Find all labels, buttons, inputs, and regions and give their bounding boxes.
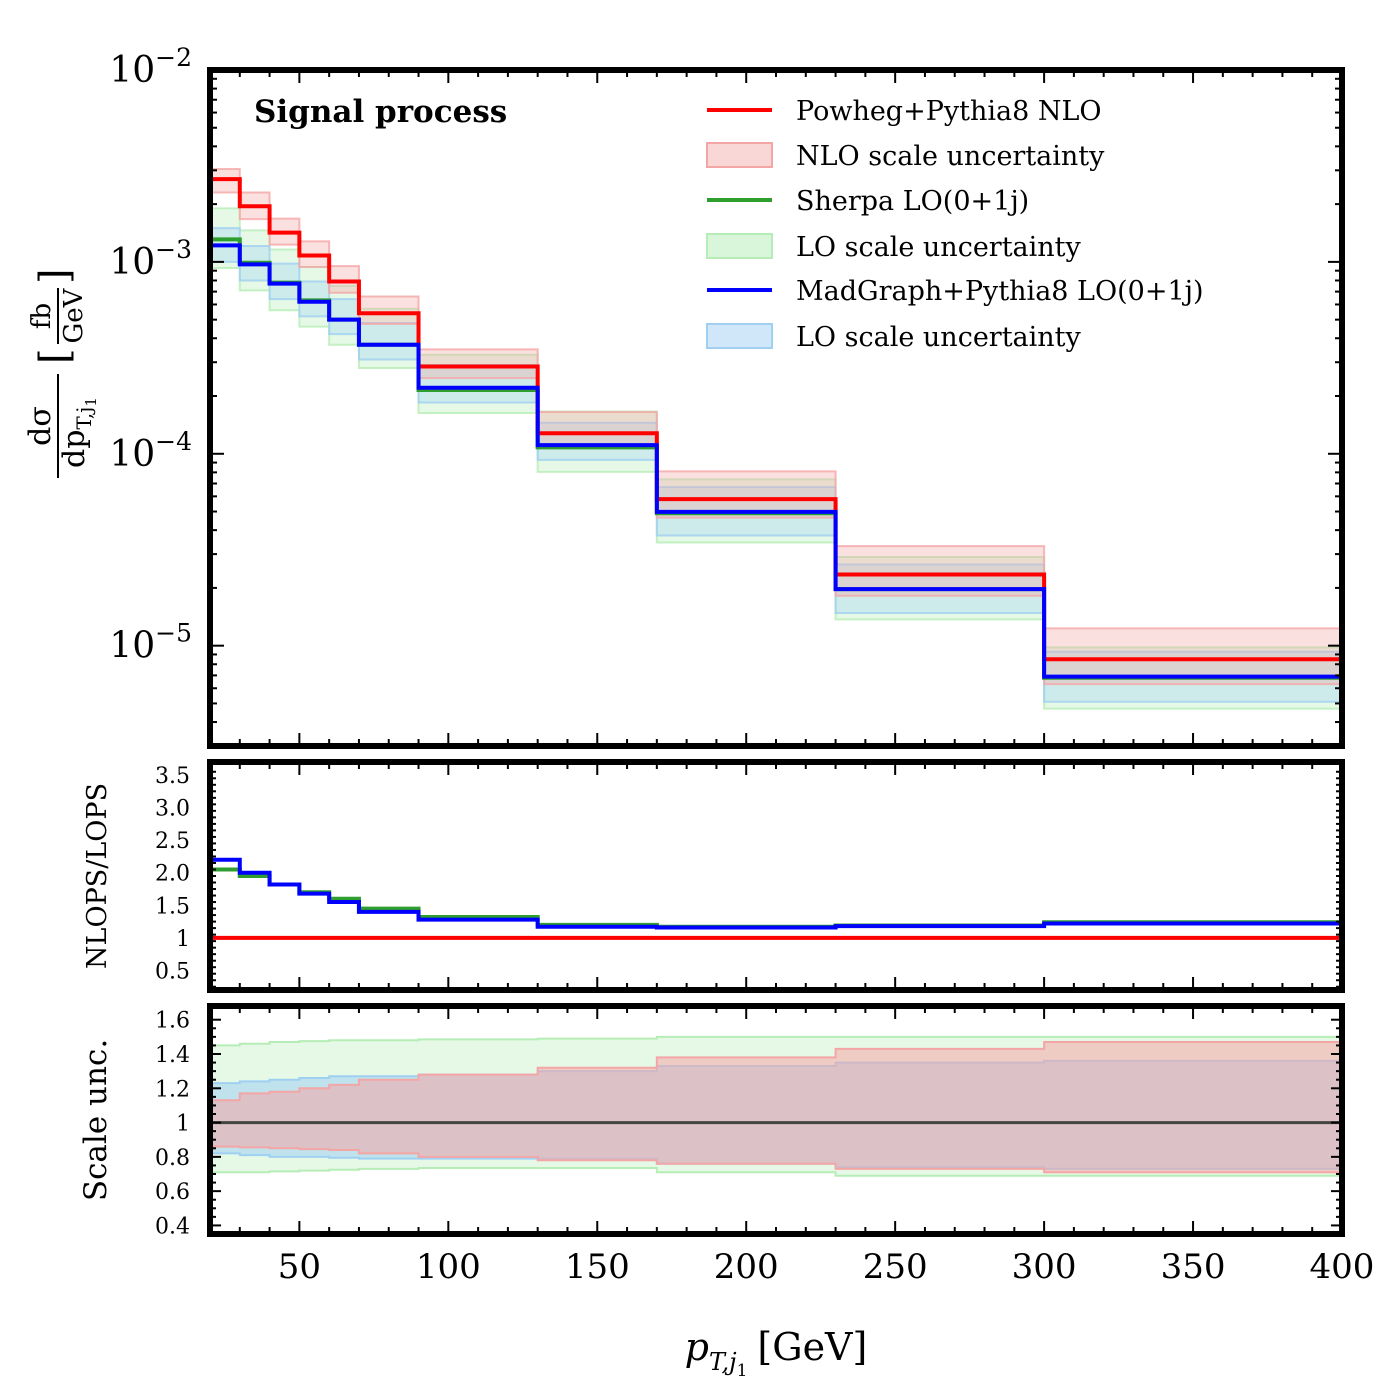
main-frame <box>207 67 1345 749</box>
main-y-tick-base: 10 <box>109 50 155 91</box>
ratio-y-tick-labels: 0.5 1 1.5 2.0 2.5 3.0 3.5 <box>155 764 190 985</box>
scale-y-tick-label: 1.4 <box>155 1043 190 1068</box>
scale-frame <box>207 1003 1345 1237</box>
main-nlo-band <box>210 167 1342 686</box>
main-y-tick-labels: 10−210−310−410−5 <box>109 43 192 667</box>
main-y-tick-label: 10−5 <box>109 619 192 667</box>
x-label-main: p <box>685 1325 709 1369</box>
x-tick-label: 250 <box>863 1247 928 1287</box>
legend-entry-nlo-band: NLO scale uncertainty <box>706 141 1105 172</box>
main-y-axis-label: dσ dpT,j1 [ fb GeV ] <box>23 268 100 478</box>
legend-entry-sherpa: Sherpa LO(0+1j) <box>707 186 1029 217</box>
ratio-y-tick-label: 0.5 <box>155 960 190 985</box>
legend-label-sherpa-band: LO scale uncertainty <box>796 232 1082 263</box>
main-y-tick-base: 10 <box>109 242 155 283</box>
x-label-subsub: 1 <box>737 1361 748 1381</box>
ratio-y-axis-label: NLOPS/LOPS <box>82 783 113 969</box>
scale-y-tick-labels: 0.4 0.6 0.8 1 1.2 1.4 1.6 <box>155 1009 190 1240</box>
legend-swatch-nlo-band <box>706 142 773 168</box>
ratio-frame <box>207 759 1345 993</box>
main-y-tick-exponent: −4 <box>155 427 192 456</box>
ratio-panel: 0.5 1 1.5 2.0 2.5 3.0 3.5 NLOPS/LOPS <box>82 759 1345 993</box>
main-panel: 10−210−310−410−5 Signal process Powheg+P… <box>23 43 1345 749</box>
main-y-tick-base: 10 <box>109 626 155 667</box>
scale-y-tick-label: 0.4 <box>155 1214 190 1239</box>
main-y-tick-exponent: −5 <box>155 619 192 648</box>
scale-panel: 0.4 0.6 0.8 1 1.2 1.4 1.6 Scale unc. <box>78 1003 1345 1240</box>
x-tick-labels: 50 100 150 200 250 300 350 400 <box>278 1247 1375 1287</box>
y-label-bracket-open: [ <box>32 348 78 364</box>
legend-entry-powheg: Powheg+Pythia8 NLO <box>707 96 1102 127</box>
legend-label-nlo-band: NLO scale uncertainty <box>796 141 1105 172</box>
y-label-den-subsub: 1 <box>82 397 100 407</box>
scale-y-tick-label: 0.8 <box>155 1146 190 1171</box>
x-tick-label: 100 <box>416 1247 481 1287</box>
legend-label-powheg: Powheg+Pythia8 NLO <box>796 96 1102 127</box>
scale-y-tick-label: 1 <box>176 1112 190 1137</box>
y-label-den-main: dp <box>57 430 92 468</box>
scale-y-tick-label: 0.6 <box>155 1180 190 1205</box>
y-label-den-sub: T,j <box>72 407 96 430</box>
legend-label-madgraph-band: LO scale uncertainty <box>796 322 1082 353</box>
scale-uncertainty-bands <box>210 1035 1342 1177</box>
legend-entry-sherpa-band: LO scale uncertainty <box>706 232 1082 263</box>
x-label-unit: [GeV] <box>757 1325 867 1369</box>
x-tick-label: 150 <box>565 1247 630 1287</box>
ratio-y-tick-label: 3.0 <box>155 797 190 822</box>
main-series-lines <box>210 177 1342 680</box>
main-y-tick-exponent: −3 <box>155 235 192 264</box>
ratio-y-tick-label: 1 <box>176 927 190 952</box>
legend-entry-madgraph-band: LO scale uncertainty <box>706 322 1082 353</box>
x-tick-label: 200 <box>714 1247 779 1287</box>
y-label-unit-numerator: fb <box>27 303 57 329</box>
main-y-tick-label: 10−4 <box>109 427 192 475</box>
scale-y-tick-label: 1.6 <box>155 1009 190 1034</box>
x-axis-label: pT,j1 [GeV] <box>685 1325 868 1381</box>
ratio-madgraph-line <box>210 857 1342 930</box>
legend-swatch-sherpa-band <box>706 233 773 259</box>
legend-label-madgraph: MadGraph+Pythia8 LO(0+1j) <box>796 276 1204 307</box>
main-y-tick-base: 10 <box>109 434 155 475</box>
ratio-y-tick-label: 2.5 <box>155 829 190 854</box>
x-tick-label: 300 <box>1012 1247 1077 1287</box>
y-label-denominator: dpT,j1 <box>57 397 100 468</box>
x-tick-label: 350 <box>1161 1247 1226 1287</box>
main-madgraph-line <box>210 243 1342 679</box>
legend-label-sherpa: Sherpa LO(0+1j) <box>796 186 1029 217</box>
y-label-numerator: dσ <box>23 406 58 446</box>
x-tick-label: 400 <box>1310 1247 1375 1287</box>
y-label-unit-denominator: GeV <box>59 287 89 343</box>
scale-nlo-band <box>210 1041 1342 1174</box>
scale-y-axis-label: Scale unc. <box>78 1039 114 1201</box>
legend-entry-madgraph: MadGraph+Pythia8 LO(0+1j) <box>707 276 1204 307</box>
main-y-tick-label: 10−3 <box>109 235 192 283</box>
ratio-y-tick-label: 3.5 <box>155 764 190 789</box>
ratio-y-tick-label: 1.5 <box>155 894 190 919</box>
legend-swatch-madgraph-band <box>706 323 773 349</box>
main-powheg-line <box>210 177 1342 662</box>
chart-title: Signal process <box>254 94 507 130</box>
scale-y-tick-label: 1.2 <box>155 1077 190 1102</box>
y-label-bracket-close: ] <box>32 268 78 284</box>
ratio-y-tick-label: 2.0 <box>155 862 190 887</box>
ratio-ticks <box>209 762 1343 990</box>
x-label-sub: T,j <box>709 1348 737 1376</box>
main-y-tick-label: 10−2 <box>109 43 192 91</box>
legend: Powheg+Pythia8 NLO NLO scale uncertainty… <box>706 96 1204 353</box>
main-y-tick-exponent: −2 <box>155 43 192 72</box>
main-uncertainty-bands <box>210 167 1342 710</box>
ratio-series-lines <box>210 857 1342 940</box>
ratio-sherpa-line <box>210 867 1342 929</box>
x-tick-label: 50 <box>278 1247 321 1287</box>
